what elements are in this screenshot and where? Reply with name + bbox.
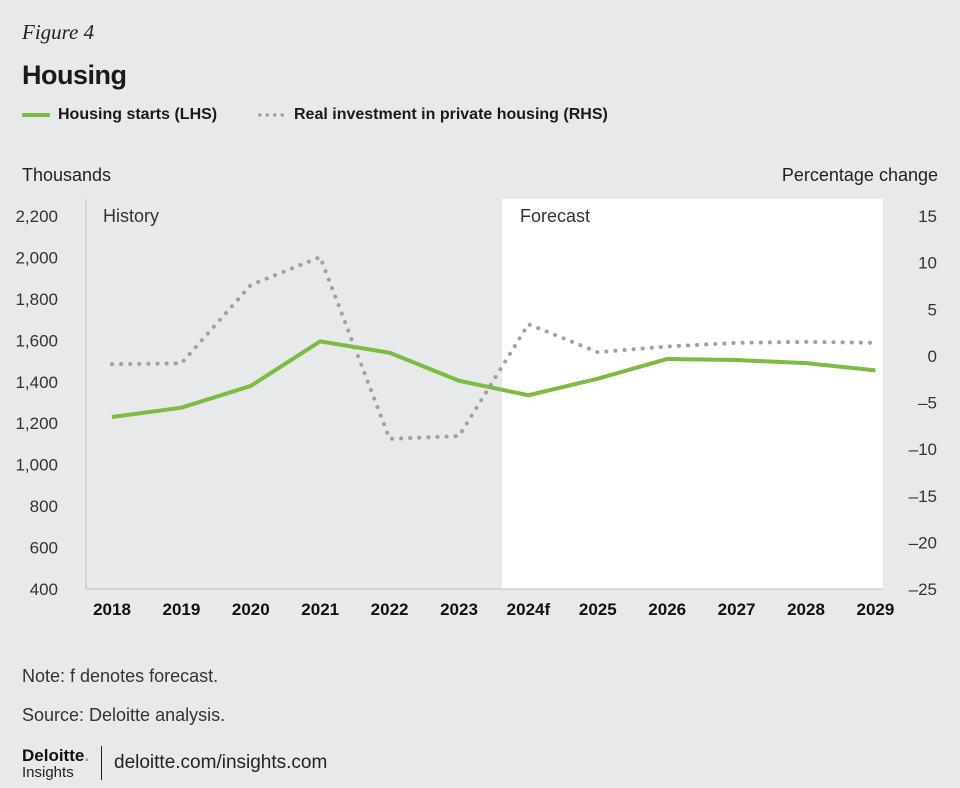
left-tick-label: 600 [30, 539, 58, 558]
x-tick-label: 2027 [718, 600, 756, 619]
x-axis-ticks: 2018 2019 2020 2021 2022 2023 2024f 2025 2026 202… [93, 600, 894, 619]
right-tick-label: –25 [909, 580, 937, 599]
figure-label: Figure 4 [22, 20, 95, 44]
x-tick-label: 2024f [507, 600, 551, 619]
x-tick-label: 2025 [579, 600, 617, 619]
brand-name: Deloitte [22, 746, 85, 765]
right-tick-label: –10 [909, 440, 937, 459]
legend-item-housing-starts: Housing starts (LHS) [22, 106, 217, 124]
series-line-investment [110, 255, 878, 441]
legend-swatch-dotted [256, 113, 286, 117]
right-tick-label: 0 [928, 347, 937, 366]
x-tick-label: 2022 [371, 600, 409, 619]
legend-label-housing-starts: Housing starts (LHS) [58, 106, 218, 123]
left-tick-label: 1,000 [15, 456, 58, 475]
brand-divider [101, 746, 102, 780]
right-tick-label: –15 [909, 487, 937, 506]
chart-title: Housing [22, 60, 127, 90]
note: Note: f denotes forecast. [22, 666, 219, 686]
left-tick-label: 2,200 [15, 207, 58, 226]
right-tick-label: 10 [918, 254, 937, 273]
right-axis-ticks: –25 –20 –15 –10 –5 0 5 10 15 [909, 207, 937, 599]
right-tick-label: 15 [918, 207, 937, 226]
right-tick-label: –20 [909, 533, 937, 552]
region-label-forecast: Forecast [520, 206, 590, 226]
x-tick-label: 2018 [93, 600, 131, 619]
right-tick-label: 5 [928, 300, 937, 319]
left-tick-label: 1,200 [15, 414, 58, 433]
brand-logo: Deloitte. Insights [22, 747, 89, 780]
left-tick-label: 1,400 [15, 373, 58, 392]
right-axis-unit: Percentage change [781, 165, 938, 185]
brand-url[interactable]: deloitte.com/insights.com [114, 752, 328, 773]
left-tick-label: 400 [30, 580, 58, 599]
legend-label-investment: Real investment in private housing (RHS) [294, 106, 608, 123]
left-tick-label: 1,800 [15, 290, 58, 309]
left-axis-unit: Thousands [22, 165, 112, 185]
region-label-history: History [103, 206, 159, 226]
left-tick-label: 1,600 [15, 331, 58, 350]
x-tick-label: 2019 [162, 600, 200, 619]
series-line-housing-starts [111, 339, 876, 419]
chart-plot: History Forecast 400 600 800 1,000 1,200 1,40… [15, 199, 937, 619]
left-tick-label: 800 [30, 497, 58, 516]
legend-swatch-solid [22, 113, 50, 117]
x-tick-label: 2026 [648, 600, 686, 619]
left-axis-ticks: 400 600 800 1,000 1,200 1,400 1,600 1,800 2,000 2… [15, 207, 58, 599]
x-tick-label: 2028 [787, 600, 825, 619]
legend-item-investment: Real investment in private housing (RHS) [256, 106, 608, 124]
x-tick-label: 2021 [301, 600, 339, 619]
x-tick-label: 2023 [440, 600, 478, 619]
brand-sub: Insights [22, 764, 74, 781]
left-tick-label: 2,000 [15, 248, 58, 267]
right-tick-label: –5 [918, 394, 937, 413]
brand-dot: . [84, 746, 90, 765]
x-tick-label: 2020 [232, 600, 270, 619]
series-layer [110, 255, 878, 441]
source: Source: Deloitte analysis. [22, 705, 226, 725]
x-tick-label: 2029 [856, 600, 894, 619]
forecast-region [502, 199, 883, 589]
